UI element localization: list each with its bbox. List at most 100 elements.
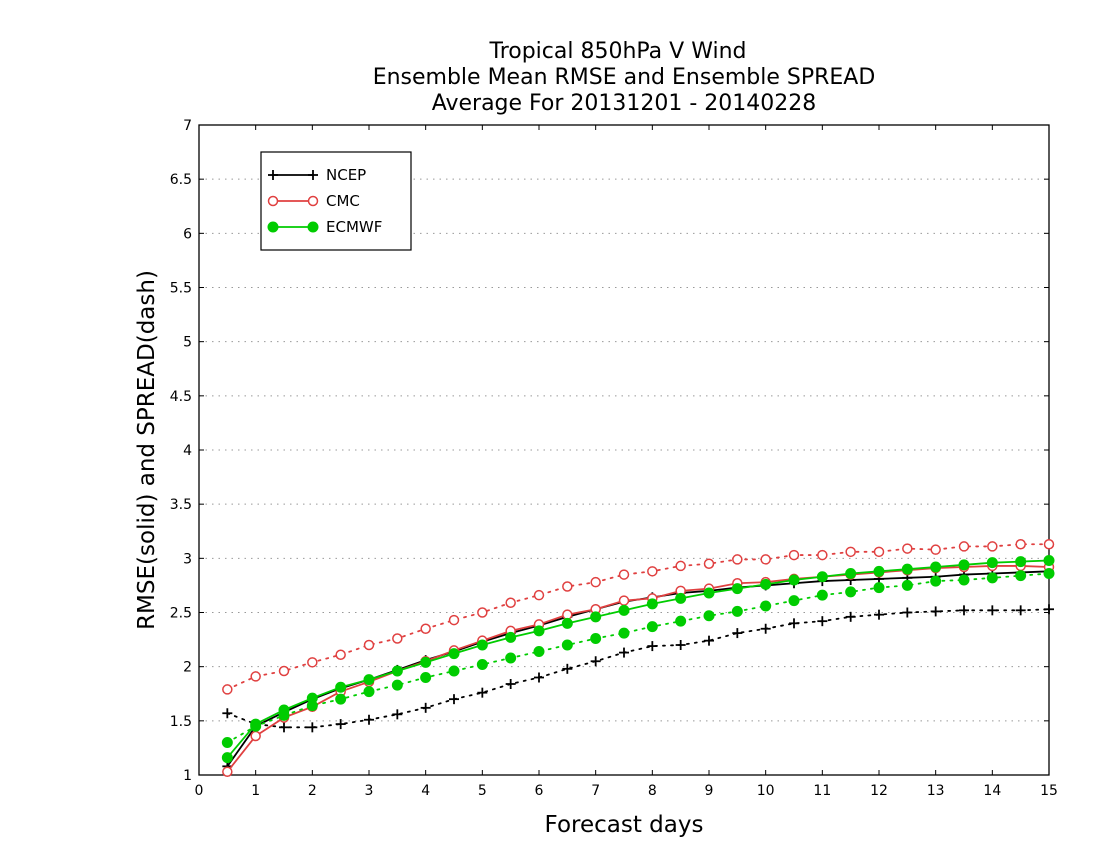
ecmwf-spread-point xyxy=(675,615,687,627)
cmc-spread-point xyxy=(222,684,233,695)
ecmwf-spread-point xyxy=(901,579,913,591)
ncep-spread-point xyxy=(959,605,969,616)
ncep-spread-point xyxy=(874,609,884,620)
cmc-rmse-point xyxy=(618,595,630,606)
cmc-rmse-point xyxy=(562,609,573,620)
cmc-spread-point xyxy=(1015,539,1026,550)
x-tick-label: 3 xyxy=(365,783,374,799)
ncep-spread-line xyxy=(226,608,1050,729)
cmc-spread-point xyxy=(647,566,658,577)
ecmwf-rmse-point xyxy=(505,631,517,643)
x-tick-label: 9 xyxy=(705,783,714,799)
legend-label-ncep: NCEP xyxy=(326,166,366,184)
ncep-spread-point xyxy=(279,722,289,733)
ecmwf-spread-point xyxy=(646,621,658,633)
x-tick-label: 6 xyxy=(535,783,544,799)
y-tick-label: 5 xyxy=(183,335,192,351)
ecmwf-rmse-point xyxy=(476,639,488,651)
ecmwf-rmse-point xyxy=(703,587,715,599)
y-tick-label: 1 xyxy=(183,768,192,784)
ecmwf-rmse-point xyxy=(930,561,942,573)
cmc-spread-point xyxy=(420,623,431,634)
ncep-spread-point xyxy=(335,719,346,730)
ncep-spread-point xyxy=(675,640,686,650)
legend-marker-cmc xyxy=(307,195,319,207)
cmc-spread-point xyxy=(335,649,346,660)
legend-label-ecmwf: ECMWF xyxy=(326,218,382,236)
ecmwf-rmse-point xyxy=(646,598,658,610)
x-tick-label: 15 xyxy=(1040,783,1058,799)
ecmwf-rmse-point xyxy=(561,617,573,629)
ecmwf-spread-point xyxy=(986,572,998,584)
ncep-spread-point xyxy=(590,656,601,667)
x-tick-label: 13 xyxy=(927,783,945,799)
ncep-spread-point xyxy=(930,606,941,617)
ncep-spread-point xyxy=(307,722,318,733)
series-ecmwf xyxy=(221,555,1055,764)
ncep-spread-point xyxy=(449,694,459,705)
ecmwf-spread-point xyxy=(590,633,602,644)
x-tick-label: 10 xyxy=(757,783,775,799)
ecmwf-spread-point xyxy=(448,665,460,677)
ecmwf-rmse-point xyxy=(618,604,630,616)
cmc-spread-point xyxy=(590,576,601,588)
title-line-3: Average For 20131201 - 20140228 xyxy=(432,91,817,116)
ecmwf-spread-point xyxy=(1015,570,1027,582)
ecmwf-spread-point xyxy=(335,693,347,705)
ecmwf-rmse-point xyxy=(760,578,772,590)
ncep-spread-point xyxy=(760,623,771,634)
legend-marker-ncep xyxy=(268,170,278,180)
x-tick-label: 4 xyxy=(421,783,430,799)
ecmwf-spread-point xyxy=(533,646,545,657)
cmc-spread-point xyxy=(363,639,375,651)
ecmwf-spread-point xyxy=(845,586,857,598)
ncep-spread-point xyxy=(392,709,403,720)
y-axis-label: RMSE(solid) and SPREAD(dash) xyxy=(134,270,160,630)
ecmwf-spread-point xyxy=(930,575,942,587)
ncep-rmse-line xyxy=(226,570,1050,767)
ecmwf-rmse-point xyxy=(335,681,347,693)
axis-ticks: 11.522.533.544.555.566.570 1 2 3 4 5 6 7 8 9 10 11 1… xyxy=(170,118,1058,799)
series-cmc xyxy=(222,539,1055,777)
ncep-spread-point xyxy=(562,663,573,674)
legend-item-cmc: CMC xyxy=(267,192,360,210)
ecmwf-rmse-point xyxy=(306,692,318,704)
cmc-spread-point xyxy=(278,665,290,677)
ecmwf-rmse-point xyxy=(533,625,545,637)
ncep-spread-point xyxy=(364,714,374,725)
ncep-spread-point xyxy=(534,672,544,683)
x-tick-label: 2 xyxy=(308,783,317,799)
x-tick-label: 14 xyxy=(983,783,1001,799)
title-line-2: Ensemble Mean RMSE and Ensemble SPREAD xyxy=(373,65,876,90)
legend-marker-ecmwf xyxy=(307,221,319,233)
cmc-spread-point xyxy=(845,546,856,558)
legend-marker-ecmwf xyxy=(267,221,279,233)
cmc-spread-point xyxy=(533,589,545,601)
ecmwf-rmse-point xyxy=(788,574,800,586)
ecmwf-rmse-point xyxy=(278,704,290,716)
x-axis-label: Forecast days xyxy=(545,812,704,838)
ecmwf-spread-point xyxy=(788,595,800,607)
ecmwf-rmse-point xyxy=(901,563,913,575)
cmc-spread-point xyxy=(675,560,686,572)
cmc-spread-point xyxy=(732,554,743,565)
ecmwf-spread-point xyxy=(816,589,828,601)
ecmwf-spread-point xyxy=(561,639,573,651)
ecmwf-spread-point xyxy=(618,627,630,639)
ecmwf-rmse-point xyxy=(675,592,687,604)
series-layer xyxy=(221,539,1055,777)
ecmwf-rmse-point xyxy=(845,568,857,579)
ncep-spread-point xyxy=(619,647,629,658)
ecmwf-spread-point xyxy=(221,737,233,748)
x-tick-label: 7 xyxy=(591,783,600,799)
legend: NCEP CMC ECMWF xyxy=(260,151,412,251)
ecmwf-spread-point xyxy=(391,679,403,691)
ecmwf-rmse-point xyxy=(420,656,432,668)
ncep-spread-point xyxy=(647,641,658,652)
cmc-spread-point xyxy=(477,607,488,618)
title-line-1: Tropical 850hPa V Wind xyxy=(488,39,746,64)
chart-title: Tropical 850hPa V Wind Ensemble Mean RMS… xyxy=(373,39,876,116)
y-tick-label: 5.5 xyxy=(170,281,192,297)
ecmwf-rmse-point xyxy=(448,648,460,660)
